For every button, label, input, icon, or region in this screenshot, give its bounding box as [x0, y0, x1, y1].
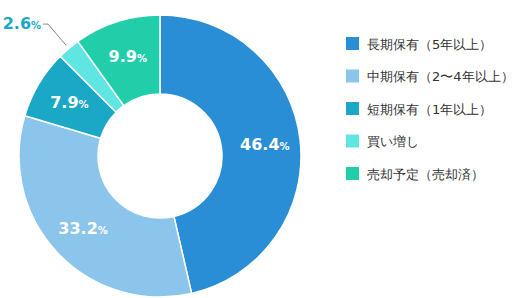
label-unit: % [98, 225, 108, 236]
data-label: 2.6% [3, 14, 41, 33]
label-unit: % [137, 53, 147, 64]
label-number: 46.4 [240, 135, 279, 154]
label-number: 2.6 [3, 14, 31, 33]
slice [19, 116, 192, 297]
data-label: 7.9% [50, 93, 88, 112]
legend-label: 売却予定（売却済） [367, 167, 484, 182]
label-unit: % [280, 141, 290, 152]
legend-item: 売却予定（売却済） [346, 167, 484, 182]
legend-label: 中期保有（2〜4年以上） [367, 69, 514, 84]
legend-swatch [346, 102, 359, 115]
data-label: 46.4% [240, 135, 290, 154]
leader-line [43, 24, 66, 45]
label-unit: % [31, 20, 41, 31]
legend-swatch [346, 135, 359, 148]
data-label: 9.9% [109, 47, 147, 66]
legend-item: 短期保有（1年以上） [346, 102, 492, 117]
legend-swatch [346, 37, 359, 50]
legend-swatch [346, 167, 359, 180]
legend-label: 長期保有（5年以上） [367, 37, 492, 52]
label-number: 7.9 [50, 93, 78, 112]
legend-label: 短期保有（1年以上） [367, 102, 492, 117]
pie: 46.4%33.2%7.9%2.6%9.9% [3, 14, 301, 297]
slice [78, 15, 160, 106]
chart: 46.4%33.2%7.9%2.6%9.9%長期保有（5年以上）中期保有（2〜4… [0, 0, 516, 298]
label-number: 33.2 [58, 219, 97, 238]
legend-item: 長期保有（5年以上） [346, 37, 492, 52]
legend-label: 買い増し [367, 134, 419, 149]
label-unit: % [79, 99, 89, 110]
label-number: 9.9 [109, 47, 137, 66]
legend: 長期保有（5年以上） 中期保有（2〜4年以上） 短期保有（1年以上） 買い増し売却予定… [346, 37, 514, 182]
legend-item: 買い増し [346, 134, 419, 149]
data-label: 33.2% [58, 219, 108, 238]
legend-swatch [346, 70, 359, 83]
legend-item: 中期保有（2〜4年以上） [346, 69, 514, 84]
